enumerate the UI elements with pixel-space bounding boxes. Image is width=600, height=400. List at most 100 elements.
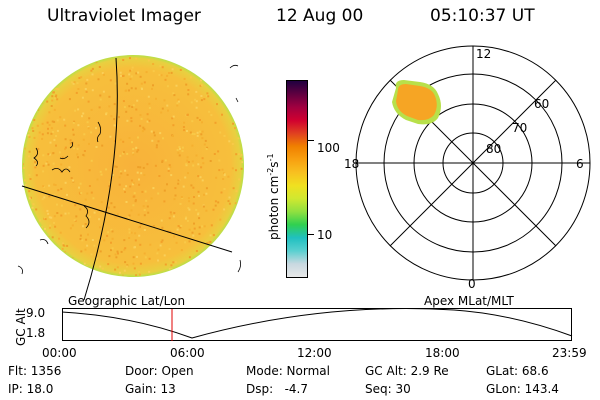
speckle-pixel [177, 225, 180, 227]
speckle-pixel [179, 226, 182, 229]
speckle-pixel [200, 133, 203, 136]
speckle-pixel [137, 71, 140, 74]
speckle-pixel [160, 240, 163, 243]
speckle-pixel [191, 132, 194, 135]
speckle-pixel [233, 237, 236, 240]
speckle-pixel [139, 262, 142, 265]
speckle-pixel [76, 147, 79, 150]
speckle-pixel [136, 150, 139, 153]
speckle-pixel [163, 99, 166, 102]
speckle-pixel [237, 74, 239, 77]
speckle-pixel [56, 87, 58, 90]
speckle-pixel [134, 200, 137, 203]
speckle-pixel [166, 183, 168, 186]
speckle-pixel [132, 153, 135, 156]
speckle-pixel [55, 144, 57, 147]
speckle-pixel [126, 265, 128, 268]
speckle-pixel [197, 175, 200, 178]
info-dsp: Dsp: -4.7 [246, 382, 309, 396]
speckle-pixel [41, 133, 44, 136]
speckle-pixel [55, 135, 57, 137]
speckle-pixel [177, 98, 180, 101]
speckle-pixel [201, 179, 204, 182]
speckle-pixel [42, 71, 45, 74]
speckle-pixel [101, 267, 104, 270]
speckle-pixel [139, 124, 142, 127]
speckle-pixel [79, 208, 82, 211]
speckle-pixel [64, 146, 67, 149]
speckle-pixel [229, 270, 232, 273]
speckle-pixel [148, 102, 151, 105]
speckle-pixel [86, 121, 89, 124]
altitude-xtick-0000: 00:00 [42, 346, 77, 360]
speckle-pixel [128, 228, 131, 231]
speckle-pixel [180, 196, 183, 198]
time-label: 05:10:37 UT [430, 6, 535, 26]
speckle-pixel [26, 112, 29, 115]
speckle-pixel [172, 124, 175, 127]
speckle-pixel [198, 232, 201, 235]
speckle-pixel [55, 66, 58, 69]
speckle-pixel [187, 93, 190, 96]
speckle-pixel [63, 118, 66, 121]
speckle-pixel [84, 88, 87, 90]
altitude-plot [62, 308, 573, 341]
speckle-pixel [197, 212, 200, 215]
speckle-pixel [240, 153, 243, 156]
speckle-pixel [114, 82, 117, 85]
speckle-pixel [61, 247, 64, 250]
speckle-pixel [143, 209, 146, 211]
altitude-xtick-0600: 06:00 [170, 346, 205, 360]
speckle-pixel [45, 90, 48, 93]
speckle-pixel [109, 135, 112, 138]
speckle-pixel [44, 259, 47, 262]
speckle-pixel [210, 114, 213, 117]
speckle-pixel [167, 167, 170, 170]
speckle-pixel [128, 73, 131, 76]
speckle-pixel [205, 192, 208, 195]
speckle-pixel [220, 191, 223, 194]
speckle-pixel [123, 188, 126, 191]
speckle-pixel [66, 193, 68, 196]
speckle-pixel [209, 234, 212, 237]
speckle-pixel [188, 240, 191, 243]
speckle-pixel [185, 163, 188, 166]
speckle-pixel [177, 100, 180, 103]
speckle-pixel [119, 170, 122, 173]
speckle-pixel [179, 274, 182, 276]
speckle-pixel [132, 262, 135, 265]
altitude-ytick-1-8: 1.8 [26, 326, 46, 340]
speckle-pixel [132, 204, 135, 207]
speckle-pixel [28, 197, 31, 200]
speckle-pixel [77, 156, 79, 159]
speckle-pixel [30, 97, 33, 100]
speckle-pixel [132, 148, 135, 151]
speckle-pixel [118, 176, 121, 179]
speckle-pixel [139, 277, 141, 279]
speckle-pixel [138, 270, 141, 273]
speckle-pixel [46, 260, 49, 263]
speckle-pixel [102, 73, 105, 76]
speckle-pixel [79, 238, 82, 240]
speckle-pixel [31, 256, 34, 259]
speckle-pixel [42, 170, 45, 173]
speckle-pixel [227, 175, 230, 178]
speckle-pixel [200, 95, 203, 97]
speckle-pixel [168, 72, 170, 74]
speckle-pixel [124, 261, 127, 264]
speckle-pixel [226, 76, 228, 79]
speckle-pixel [41, 122, 44, 125]
speckle-pixel [60, 251, 62, 254]
speckle-pixel [46, 100, 49, 103]
speckle-pixel [106, 234, 109, 237]
speckle-pixel [27, 102, 30, 105]
speckle-pixel [185, 216, 188, 219]
speckle-pixel [231, 167, 234, 170]
speckle-pixel [223, 232, 226, 235]
speckle-pixel [28, 150, 31, 153]
speckle-pixel [187, 197, 190, 200]
speckle-pixel [132, 181, 135, 184]
speckle-pixel [146, 118, 149, 121]
speckle-pixel [219, 131, 222, 134]
speckle-pixel [132, 152, 135, 155]
